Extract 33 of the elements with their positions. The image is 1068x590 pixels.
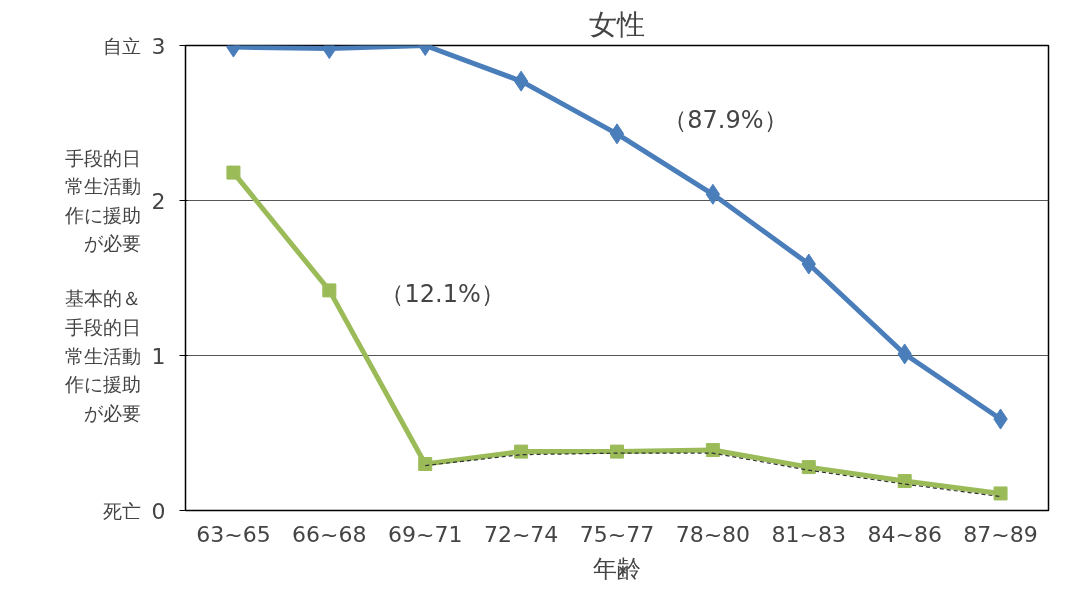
x-tick-label: 84~86 [867, 521, 942, 547]
text: 死亡 [102, 499, 141, 522]
x-tick-label: 75~77 [579, 521, 655, 547]
x-tick-label: 66~68 [292, 521, 367, 547]
annotation: （12.1%） [380, 280, 505, 309]
point [226, 165, 241, 180]
point [993, 486, 1008, 501]
point [609, 123, 625, 145]
point [705, 443, 720, 458]
y-tick-label: 1 [151, 343, 166, 369]
text: 手段的日常生活動作に援助が必要 [63, 146, 141, 255]
x-tick-label: 81~83 [771, 521, 846, 547]
y-tick-label: 0 [151, 498, 166, 524]
point [897, 474, 912, 489]
point [610, 444, 624, 459]
x-tick-label: 63~65 [196, 521, 271, 547]
point [418, 457, 433, 471]
x-tick-label: 72~74 [483, 521, 559, 547]
x-axis-title: 年齢 [593, 554, 641, 583]
x-tick-label: 69~71 [388, 521, 463, 547]
chart-title: 女性 [589, 7, 645, 41]
point [513, 70, 529, 92]
annotation: （87.9%） [663, 105, 788, 134]
point [801, 460, 816, 475]
y-tick-label: 3 [151, 33, 166, 59]
y-tick-label: 2 [151, 188, 166, 214]
point [514, 444, 529, 459]
x-tick-label: 87~89 [963, 521, 1038, 547]
text: 基本的＆手段的日常生活動作に援助が必要 [63, 287, 141, 424]
point [322, 283, 337, 298]
text: 自立 [102, 34, 141, 57]
x-tick-label: 78~80 [675, 521, 751, 547]
point [705, 183, 721, 205]
